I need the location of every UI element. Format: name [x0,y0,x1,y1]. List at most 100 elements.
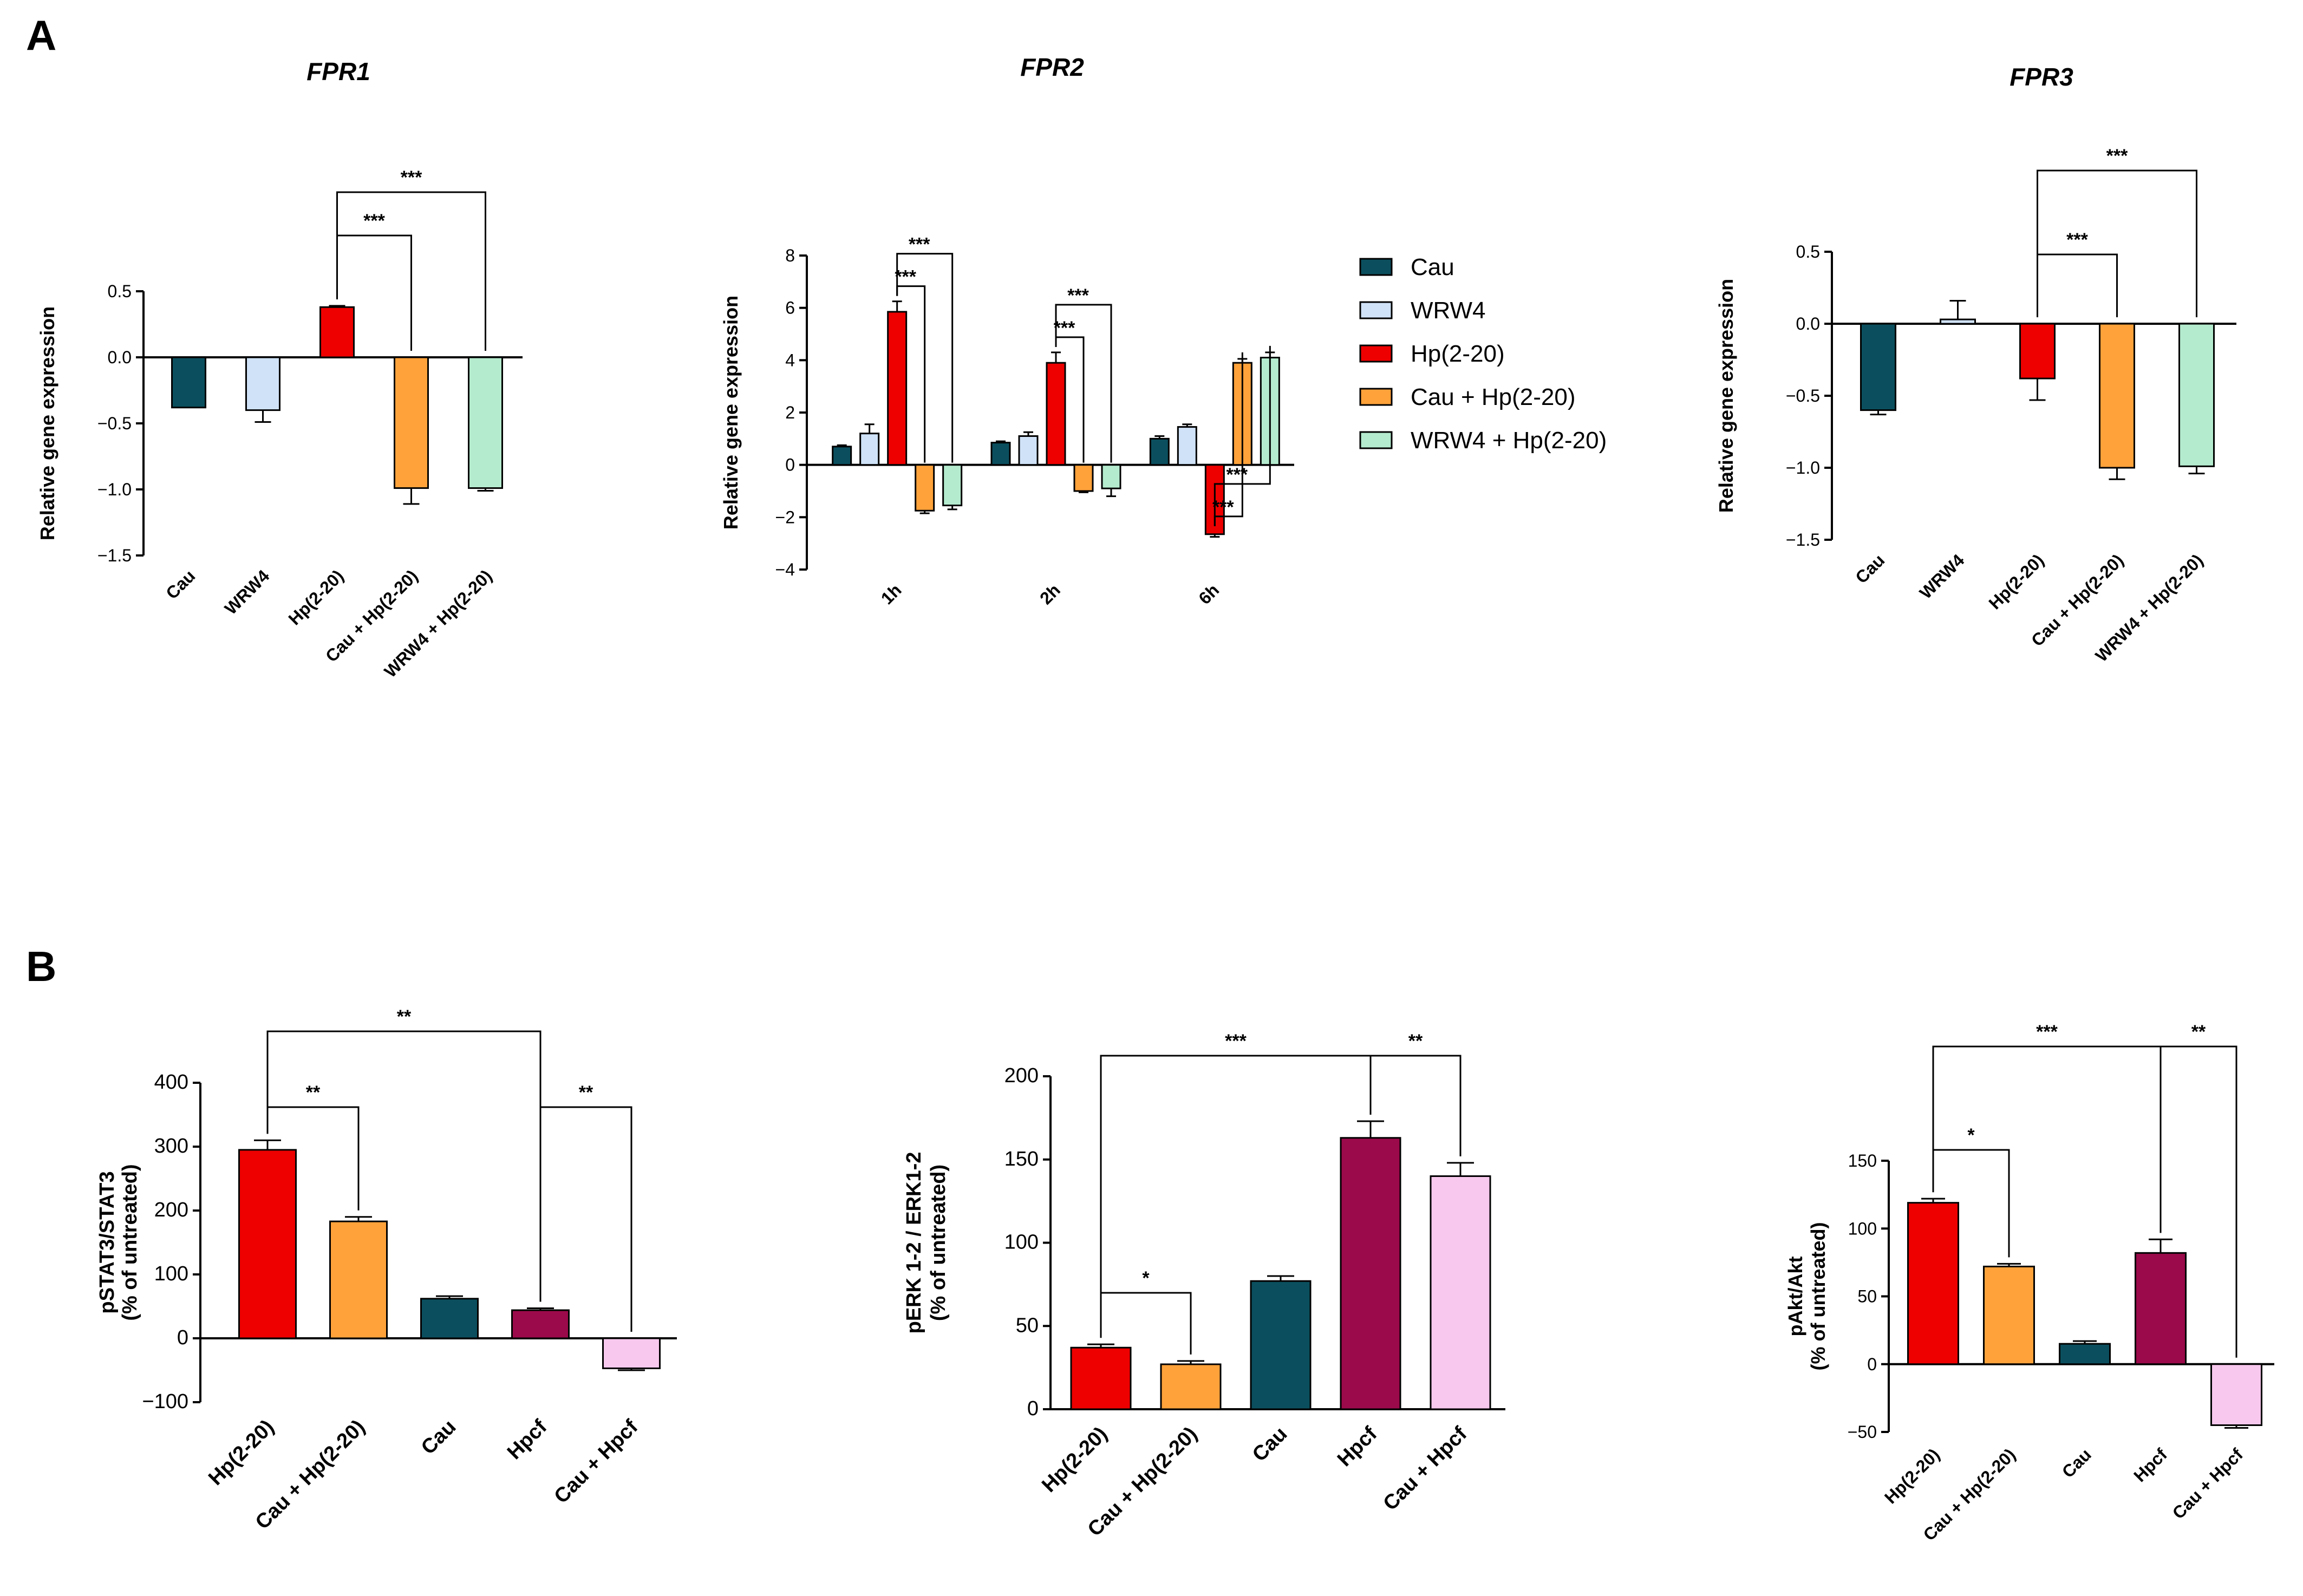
legend-label: Hp(2-20) [1411,341,1505,367]
chart-fpr1: FPR1 0.5 0.0 −0.5 −1.0 −1.5 Relative gene expr… [36,57,523,681]
legend-label: Cau + Hp(2-20) [1411,384,1575,410]
y-tick-label: 200 [1004,1064,1039,1087]
chart-title: FPR1 [306,57,370,86]
chart-title: FPR3 [2010,63,2073,91]
significance-label: *** [895,267,916,287]
y-axis-label: pSTAT3/STAT3 [96,1171,119,1313]
bar [1149,437,1170,466]
bar [2099,323,2135,469]
y-tick-label: −0.5 [1786,386,1820,405]
bar [468,356,503,489]
y-tick-label: 0 [1027,1397,1039,1420]
y-tick-label: 4 [785,350,795,370]
y-tick-label: −1.0 [97,480,132,499]
significance-bracket [539,1106,632,1332]
x-tick-label: 1h [877,580,905,608]
y-tick-label: 150 [1848,1151,1877,1170]
y-tick-label: −0.5 [97,414,132,433]
bar [1046,362,1066,466]
y-tick-label: −4 [775,560,795,579]
significance-bracket [266,1030,542,1302]
legend-swatch [1359,258,1393,276]
significance-label: *** [1067,285,1089,306]
bar [1250,1280,1312,1410]
y-tick-label: 0 [177,1326,188,1349]
significance-bracket [2037,169,2197,317]
y-tick-label: 2 [785,403,795,422]
x-tick-label: Cau + Hpcf [1379,1422,1472,1515]
legend-swatch [1359,301,1393,319]
legend-label: WRW4 [1411,297,1486,324]
y-tick-label: 0.0 [1796,314,1820,333]
chart-title: FPR2 [1020,53,1084,81]
significance-label: * [1142,1268,1150,1288]
x-tick-label: Cau [417,1416,460,1459]
x-tick-label: WRW4 [1916,550,1968,603]
legend-swatch [1359,344,1393,363]
legend-label: WRW4 + Hp(2-20) [1411,427,1607,454]
y-tick-label: 0 [785,455,795,475]
panel-letter-a: A [26,11,56,59]
bar [2135,1252,2187,1365]
significance-bracket [2037,253,2118,317]
legend-swatch [1359,431,1393,449]
bar [1430,1175,1491,1410]
x-tick-label: Hpcf [2130,1444,2171,1486]
significance-label: * [1967,1125,1975,1146]
bar [990,442,1011,466]
significance-label: ** [1408,1031,1423,1051]
bar [1160,1363,1222,1410]
charts-layer: FPR1 0.5 0.0 −0.5 −1.0 −1.5 Relative gene expr… [36,53,2274,1545]
y-tick-label: −1.0 [1786,458,1820,478]
y-axis-label: Relative gene expression [36,306,58,540]
significance-label: *** [1225,1031,1247,1051]
y-tick-label: 6 [785,298,795,318]
significance-bracket [896,253,954,463]
significance-bracket [1100,1055,1372,1338]
y-axis-label-2: (% of untreated) [119,1164,141,1320]
significance-label: *** [1226,465,1248,485]
y-tick-label: −100 [142,1390,188,1413]
bar [394,356,429,489]
y-tick-label: 100 [154,1263,188,1285]
y-tick-label: 400 [154,1071,188,1094]
y-tick-label: −2 [775,507,795,527]
bar [1907,1202,1959,1365]
bar [1983,1265,2035,1365]
y-tick-label: −50 [1848,1422,1877,1442]
significance-label: *** [363,211,385,231]
significance-label: *** [401,167,422,188]
bar [915,464,935,512]
chart-fpr2: FPR2 8 6 4 2 0 −2 −4 Relative gene expression 1h 2… [720,53,1294,608]
bar [2059,1343,2111,1365]
legend-swatch [1359,388,1393,406]
significance-label: *** [909,234,930,255]
bar [245,356,280,411]
x-tick-label: Cau + Hpcf [550,1415,643,1508]
bar [1018,435,1039,466]
y-tick-label: 50 [1857,1287,1877,1306]
x-tick-label: Hp(2-20) [204,1416,278,1490]
bar [2019,323,2056,380]
y-axis-label: pERK 1-2 / ERK1-2 [903,1152,925,1334]
significance-label: *** [2106,146,2128,166]
y-axis-label-2: (% of untreated) [927,1165,950,1321]
x-tick-label: Hpcf [1333,1422,1382,1471]
bar [319,306,355,358]
significance-bracket [1100,1292,1192,1355]
significance-bracket [2160,1045,2237,1358]
bar [832,446,852,466]
bar [2178,323,2215,467]
bar [1177,426,1197,466]
bar [1340,1137,1401,1410]
bar [602,1337,661,1369]
y-tick-label: 0.0 [108,348,132,367]
bar [1101,464,1121,489]
y-tick-label: 50 [1016,1314,1039,1337]
significance-label: ** [579,1082,593,1103]
bar [420,1298,479,1339]
significance-label: ** [306,1082,321,1103]
y-tick-label: 100 [1848,1219,1877,1238]
chart-stat3: 400 300 200 100 0 −100 pSTAT3/STAT3 (% of untre… [96,1006,677,1534]
significance-label: *** [1212,497,1234,518]
